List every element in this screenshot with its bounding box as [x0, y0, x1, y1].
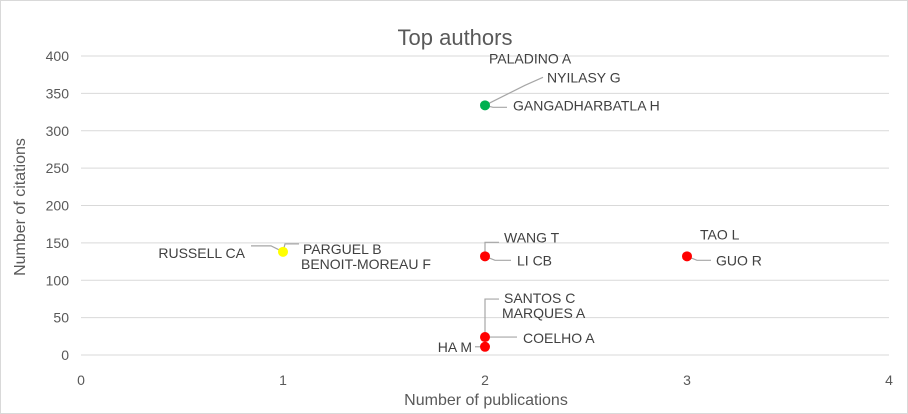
point-label: BENOIT-MOREAU F: [301, 256, 431, 272]
y-tick-label: 50: [53, 310, 69, 326]
y-axis-title: Number of citations: [12, 138, 29, 276]
point-label: HA M: [438, 339, 472, 355]
data-points: [278, 100, 692, 352]
data-point: [480, 251, 490, 262]
point-label: MARQUES A: [502, 305, 586, 321]
data-point: [682, 251, 692, 262]
chart-title: Top authors: [398, 25, 513, 50]
data-point: [480, 332, 490, 343]
y-tick-label: 250: [46, 160, 70, 176]
point-label: TAO L: [700, 226, 740, 242]
point-label: COELHO A: [523, 330, 595, 346]
point-label: GANGADHARBATLA H: [513, 97, 660, 113]
y-tick-label: 300: [46, 123, 70, 139]
point-label: SANTOS C: [504, 290, 575, 306]
x-tick-label: 2: [481, 372, 489, 388]
data-point: [480, 341, 490, 352]
point-label: PALADINO A: [489, 50, 572, 66]
point-label: LI CB: [517, 252, 552, 268]
point-label: WANG T: [504, 229, 560, 245]
data-point: [278, 246, 288, 257]
point-label: GUO R: [716, 252, 762, 268]
x-tick-label: 0: [77, 372, 85, 388]
point-labels: PALADINO A NYILASY G GANGADHARBATLA H RUSSE…: [158, 50, 762, 354]
x-tick-label: 4: [885, 372, 893, 388]
point-label: PARGUEL B: [303, 241, 382, 257]
y-tick-label: 150: [46, 235, 70, 251]
gridlines: [81, 55, 889, 356]
label-leaders: [251, 76, 711, 348]
y-tick-label: 350: [46, 85, 70, 101]
x-axis-title: Number of publications: [404, 392, 568, 409]
data-point: [480, 100, 490, 111]
y-tick-label: 400: [46, 48, 70, 64]
y-tick-label: 0: [61, 347, 69, 363]
point-label: NYILASY G: [547, 69, 621, 85]
y-tick-label: 200: [46, 198, 70, 214]
x-tick-label: 3: [683, 372, 691, 388]
label-leader-line: [484, 76, 544, 106]
tick-labels: 0 50 100 150 200 250 300 350 400 0 1 2 3 4: [46, 48, 893, 388]
x-tick-label: 1: [279, 372, 287, 388]
y-tick-label: 100: [46, 272, 70, 288]
label-leader-line: [484, 298, 499, 338]
point-label: RUSSELL CA: [158, 245, 245, 261]
